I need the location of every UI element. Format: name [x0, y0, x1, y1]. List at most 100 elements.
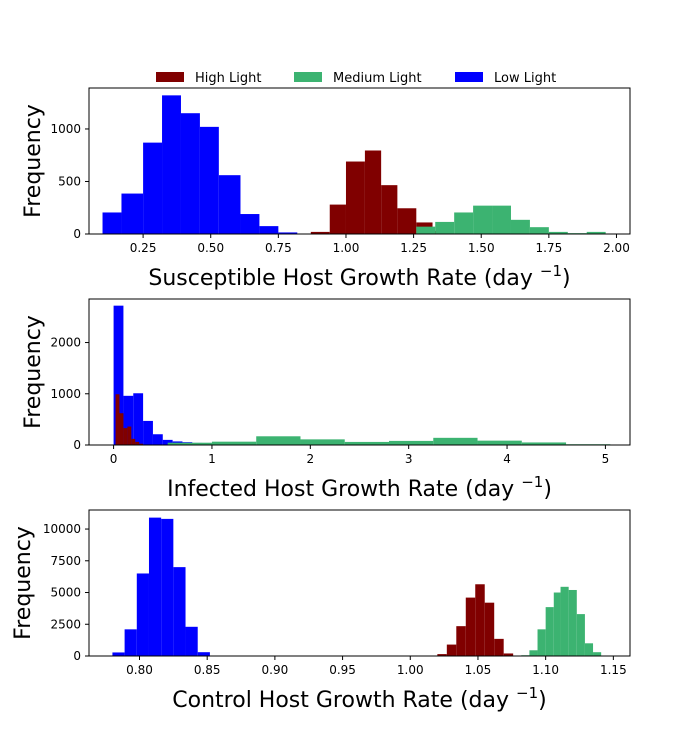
x-axis-label: Control Host Growth Rate (day −1): [172, 684, 546, 713]
legend-label: Low Light: [494, 71, 556, 86]
histogram-bar: [529, 227, 549, 234]
histogram-bar: [548, 231, 568, 234]
histogram-bar: [197, 652, 210, 656]
legend-swatch: [455, 72, 483, 82]
histogram-bar: [300, 439, 345, 445]
x-tick-label: 5: [602, 452, 610, 466]
y-tick-label: 1000: [50, 122, 81, 136]
histogram-bar: [136, 573, 149, 656]
histogram-bar: [162, 95, 181, 235]
series-low-light: [112, 517, 223, 656]
histogram-bar: [473, 205, 493, 234]
histogram-bar: [521, 442, 567, 445]
histogram-bar: [152, 434, 163, 445]
histogram-bar: [310, 231, 330, 234]
histogram-bar: [259, 226, 279, 234]
panel-infected: 0 1 2 3 4 5 0 1000 2000 Infected Host Growth Rate…: [21, 298, 631, 502]
y-tick-label: 2500: [50, 617, 81, 631]
series-medium-light: [521, 586, 602, 656]
legend: High Light Medium Light Low Light: [156, 71, 556, 86]
histogram-bar: [446, 644, 457, 656]
y-tick-label: 0: [73, 438, 81, 452]
histogram-bar: [389, 440, 434, 445]
legend-swatch: [294, 72, 322, 82]
axes-frame: [88, 509, 631, 657]
series-medium-light: [416, 205, 606, 234]
histogram-bar: [161, 518, 174, 656]
histogram-bar: [537, 629, 546, 656]
histogram-bar: [162, 439, 173, 445]
x-axis-label: Infected Host Growth Rate (day −1): [167, 473, 552, 502]
histogram-bar: [185, 626, 198, 656]
histogram-bar: [180, 113, 200, 234]
y-tick-label: 1000: [50, 387, 81, 401]
histogram-bar: [477, 440, 522, 445]
histogram-bar: [143, 142, 163, 234]
histogram-bar: [123, 395, 134, 445]
series-high-light: [437, 584, 514, 656]
histogram-bar: [329, 204, 346, 234]
histogram-bar: [433, 437, 478, 445]
histogram-bar: [173, 567, 186, 656]
panel-control: 0.80 0.85 0.90 0.95 1.00 1.05 1.10 1.15 0 2500 500…: [11, 509, 631, 713]
x-axis-label: Susceptible Host Growth Rate (day −1): [148, 262, 570, 291]
histogram-bar: [135, 441, 140, 445]
series-low-light: [113, 305, 212, 445]
y-axis-label: Frequency: [11, 526, 36, 640]
legend-swatch: [156, 72, 184, 82]
histogram-bar: [529, 650, 538, 656]
x-tick-label: 0.25: [130, 241, 157, 255]
series-high-light: [115, 394, 144, 445]
histogram-bar: [454, 212, 474, 234]
x-tick-label: 3: [405, 452, 413, 466]
x-tick-label: 1.10: [532, 663, 559, 677]
x-tick-label: 2: [306, 452, 314, 466]
x-tick-label: 0.90: [262, 663, 289, 677]
histogram-bar: [113, 305, 124, 445]
histogram-bar: [381, 185, 398, 234]
histogram-bar: [102, 212, 122, 234]
histogram-bar: [503, 653, 514, 656]
histogram-bar: [121, 193, 144, 234]
y-tick-label: 7500: [50, 554, 81, 568]
series-low-light: [102, 95, 298, 235]
x-tick-label: 1.00: [333, 241, 360, 255]
y-tick-label: 0: [73, 227, 81, 241]
y-axis-label: Frequency: [21, 315, 46, 429]
x-tick-label: 1.25: [400, 241, 427, 255]
histogram-bar: [586, 231, 606, 234]
x-tick-label: 4: [503, 452, 511, 466]
x-tick-label: 1.75: [535, 241, 562, 255]
histogram-bar: [148, 517, 162, 656]
histogram-bar: [123, 428, 128, 445]
histogram-bar: [456, 626, 466, 656]
histogram-bar: [593, 652, 602, 656]
histogram-bar: [584, 643, 594, 656]
histogram-bar: [397, 208, 417, 234]
histogram-bar: [218, 175, 241, 234]
axes-frame: [88, 87, 631, 235]
histogram-bar: [240, 214, 260, 234]
y-axis-label: Frequency: [21, 104, 46, 218]
histogram-bar: [568, 589, 577, 656]
panel-susceptible: 0.25 0.50 0.75 1.00 1.25 1.50 1.75 2.00 0 500 1000…: [21, 87, 631, 291]
histogram-bar: [139, 443, 144, 445]
histogram-bar: [131, 438, 136, 445]
histogram-bar: [435, 221, 455, 234]
y-tick-label: 10000: [43, 522, 81, 536]
histogram-bar: [545, 607, 554, 656]
histogram-bar: [416, 226, 436, 234]
legend-item: High Light: [156, 71, 261, 86]
histogram-bar: [211, 441, 257, 445]
histogram-bar: [133, 393, 144, 445]
series-high-light: [310, 150, 449, 234]
histogram-bar: [510, 219, 530, 234]
histogram-bar: [492, 205, 511, 234]
x-tick-label: 1: [208, 452, 216, 466]
histogram-bar: [119, 413, 124, 445]
x-tick-label: 2.00: [603, 241, 630, 255]
histogram-bar: [167, 442, 212, 445]
histogram-bar: [344, 441, 390, 445]
x-tick-label: 0.50: [197, 241, 224, 255]
